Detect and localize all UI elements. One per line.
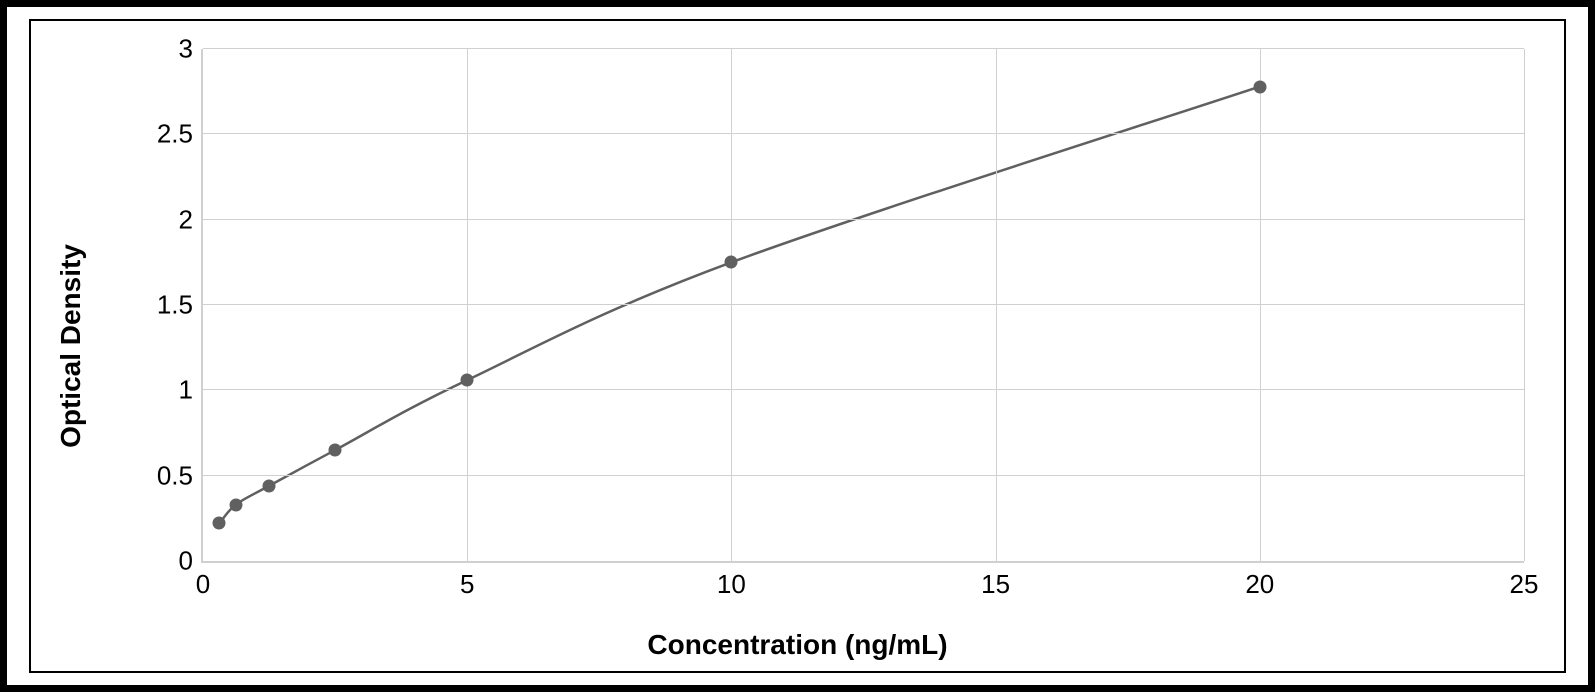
- data-line-path: [219, 87, 1259, 524]
- gridline-vertical: [1524, 49, 1525, 561]
- y-tick-label: 2.5: [157, 119, 193, 150]
- plot-area: 051015202500.511.522.53: [201, 49, 1524, 563]
- data-point: [263, 479, 276, 492]
- x-tick-label: 10: [717, 569, 746, 600]
- gridline-horizontal: [203, 475, 1524, 476]
- x-tick-label: 0: [196, 569, 210, 600]
- data-line: [203, 49, 1524, 561]
- gridline-vertical: [1260, 49, 1261, 561]
- gridline-vertical: [467, 49, 468, 561]
- x-tick-label: 25: [1510, 569, 1539, 600]
- chart-outer-frame: Optical Density Concentration (ng/mL) 05…: [0, 0, 1595, 692]
- y-tick-label: 3: [179, 34, 193, 65]
- gridline-horizontal: [203, 389, 1524, 390]
- gridline-vertical: [731, 49, 732, 561]
- gridline-horizontal: [203, 304, 1524, 305]
- data-point: [229, 498, 242, 511]
- gridline-horizontal: [203, 219, 1524, 220]
- data-point: [461, 374, 474, 387]
- y-tick-label: 0.5: [157, 460, 193, 491]
- data-point: [725, 256, 738, 269]
- gridline-vertical: [996, 49, 997, 561]
- data-point: [213, 517, 226, 530]
- gridline-horizontal: [203, 133, 1524, 134]
- chart-inner-frame: Optical Density Concentration (ng/mL) 05…: [29, 19, 1566, 673]
- x-tick-label: 15: [981, 569, 1010, 600]
- chart-container: Optical Density Concentration (ng/mL) 05…: [41, 29, 1554, 663]
- y-axis-label: Optical Density: [55, 244, 87, 448]
- y-tick-label: 1.5: [157, 290, 193, 321]
- data-point: [329, 444, 342, 457]
- data-point: [1253, 80, 1266, 93]
- x-tick-label: 20: [1245, 569, 1274, 600]
- y-tick-label: 2: [179, 204, 193, 235]
- y-tick-label: 1: [179, 375, 193, 406]
- x-axis-label: Concentration (ng/mL): [647, 629, 947, 661]
- y-tick-label: 0: [179, 546, 193, 577]
- x-tick-label: 5: [460, 569, 474, 600]
- gridline-horizontal: [203, 48, 1524, 49]
